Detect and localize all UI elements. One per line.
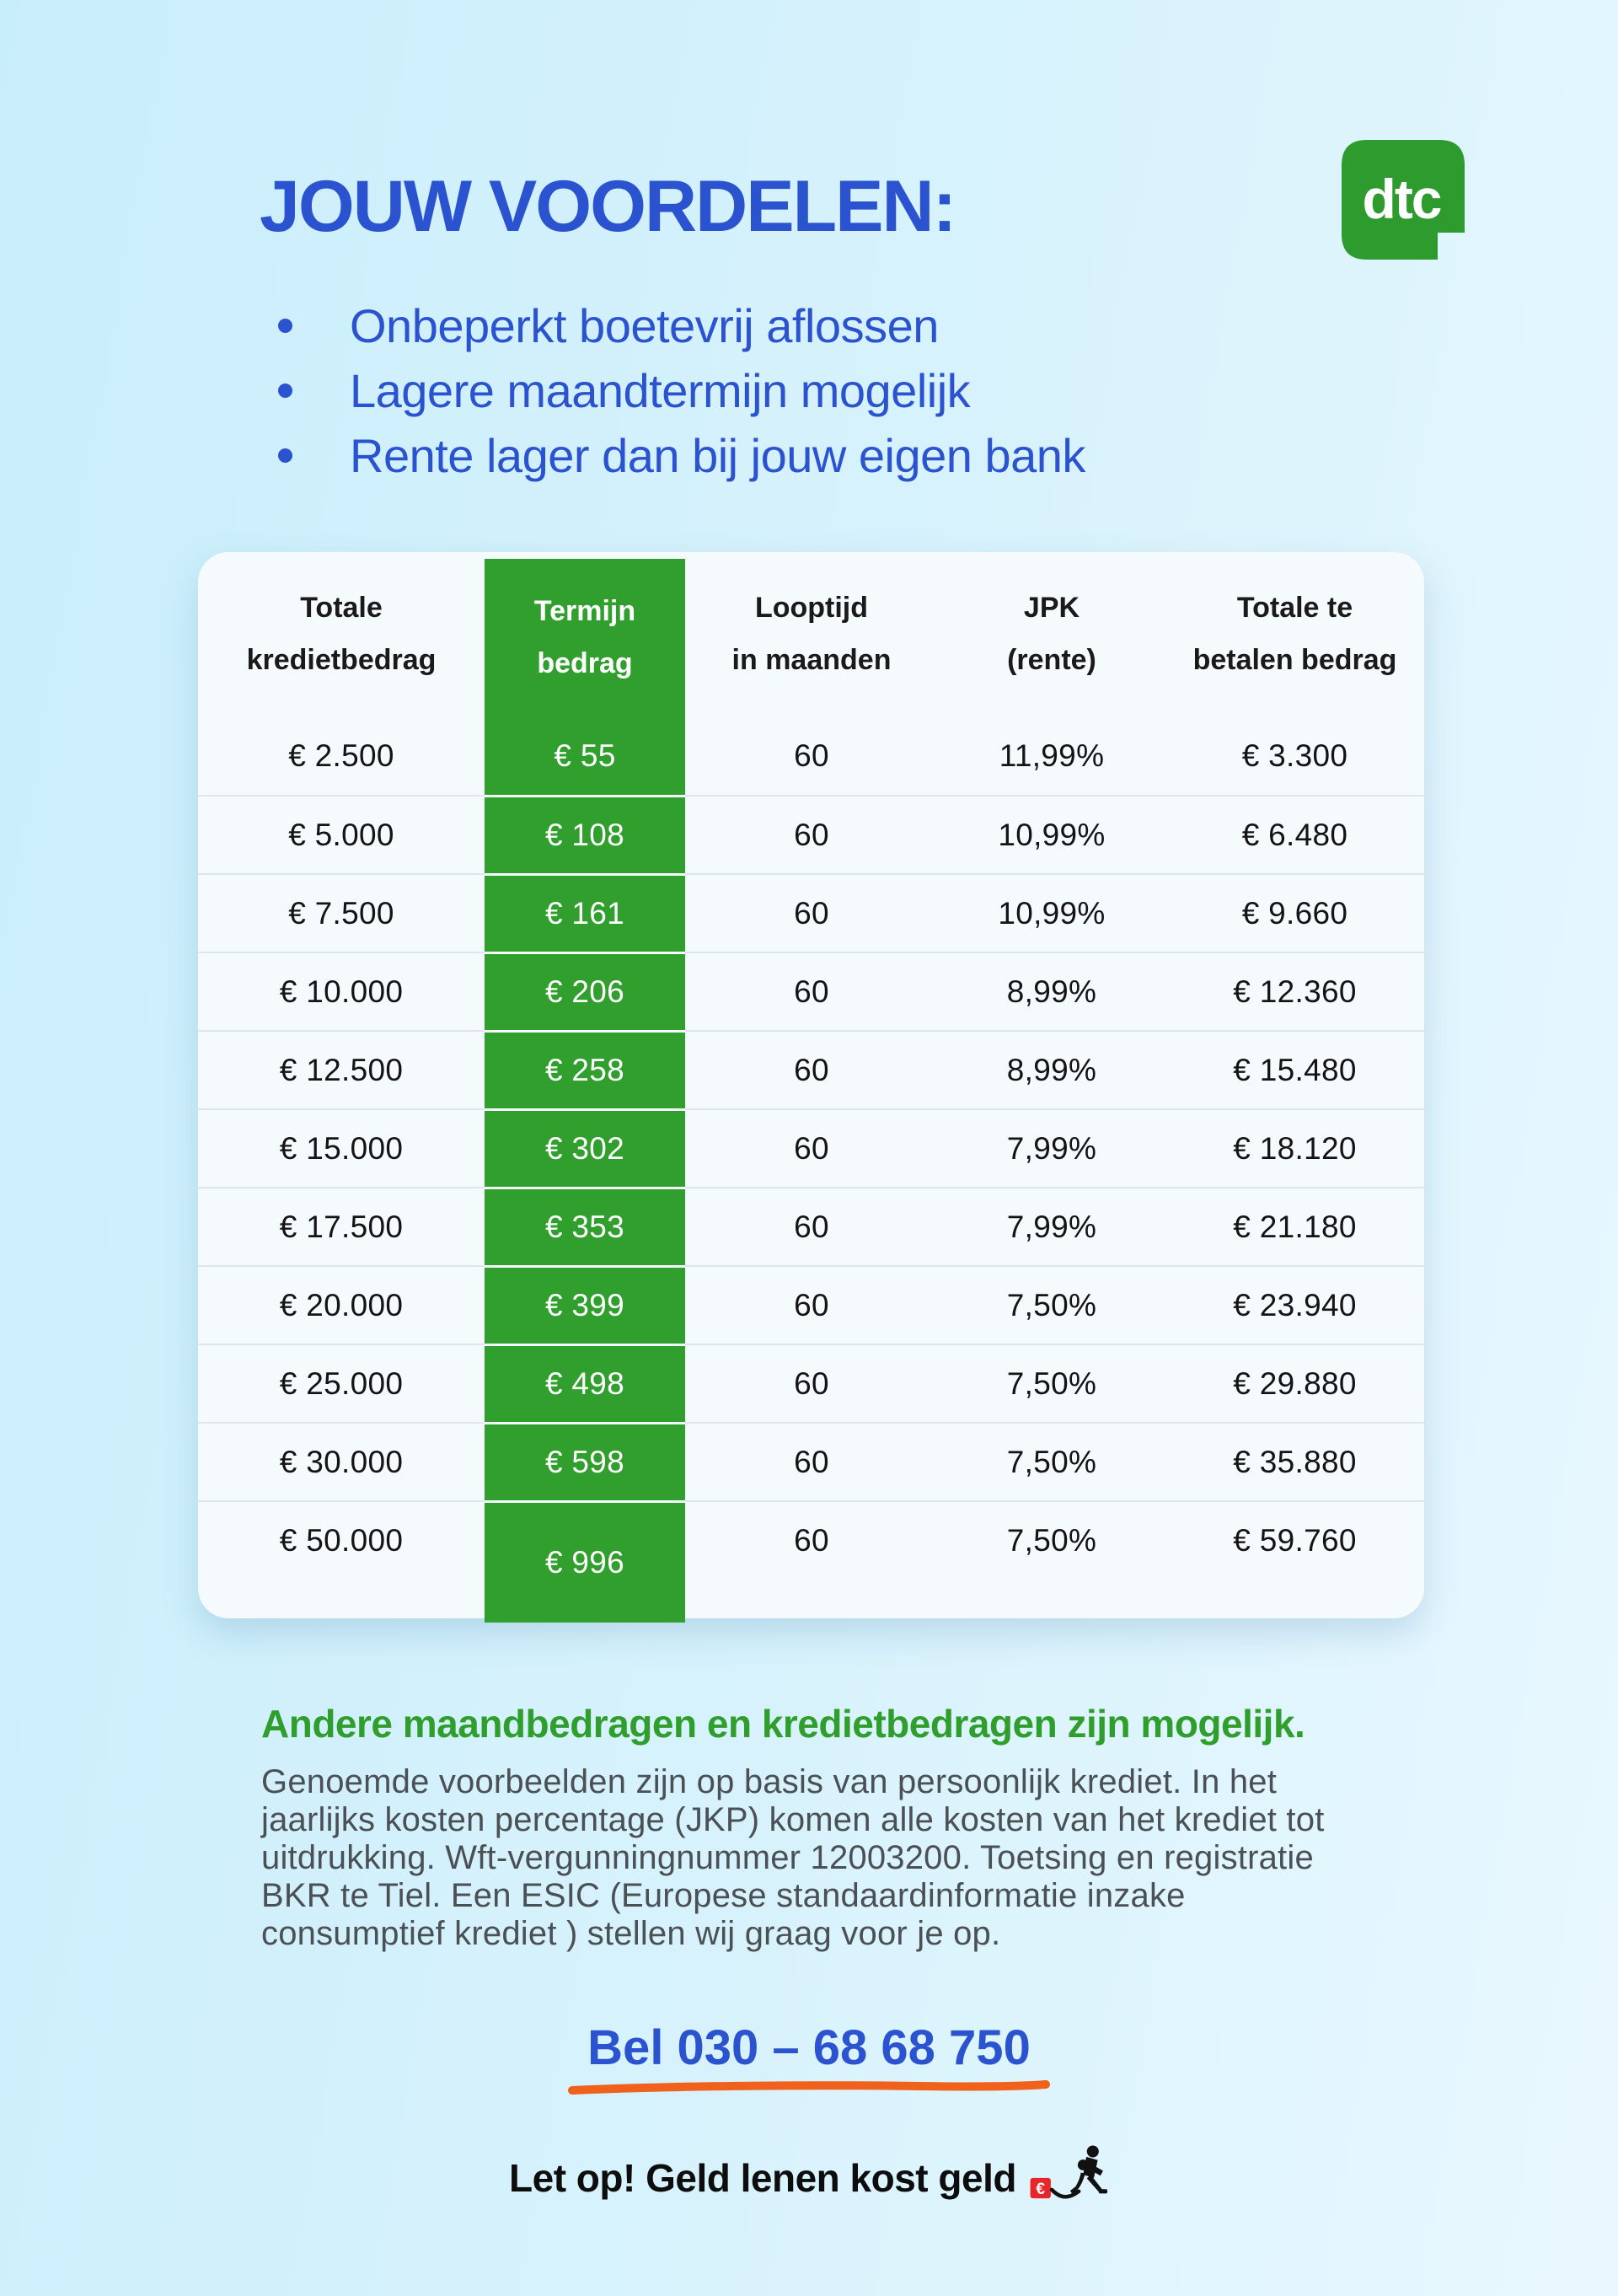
table-cell: € 7.500	[198, 873, 485, 952]
table-cell: 60	[685, 795, 938, 873]
dtc-logo-text: dtc	[1363, 168, 1441, 230]
header-cell: JPK (rente)	[1007, 592, 1096, 676]
table-cell: 10,99%	[938, 795, 1165, 873]
table-cell: € 50.000	[198, 1500, 485, 1579]
table-cell: 8,99%	[938, 952, 1165, 1030]
table-cell: € 18.120	[1165, 1108, 1424, 1187]
table-cell: € 35.880	[1165, 1422, 1424, 1500]
table-cell: € 6.480	[1165, 795, 1424, 873]
table-cell: 8,99%	[938, 1030, 1165, 1108]
table-cell: 7,50%	[938, 1500, 1165, 1579]
table-cell: 60	[685, 873, 938, 952]
rates-table: Totale kredietbedrag Termijn bedrag Loopti…	[198, 552, 1424, 1623]
table-cell: € 12.360	[1165, 952, 1424, 1030]
header-cell: Looptijd in maanden	[731, 592, 892, 676]
table-cell: 7,99%	[938, 1187, 1165, 1265]
page-title: JOUW VOORDELEN:	[260, 166, 956, 247]
table-cell: 60	[794, 738, 829, 773]
table-cell: € 3.300	[1241, 738, 1348, 773]
table-cell: € 353	[485, 1187, 685, 1265]
table-cell: € 15.000	[198, 1108, 485, 1187]
table-cell: 60	[685, 952, 938, 1030]
table-cell: € 12.500	[198, 1030, 485, 1108]
table-cell: € 996	[485, 1500, 685, 1623]
phone-number[interactable]: Bel 030 – 68 68 750	[587, 2020, 1031, 2075]
table-cell: € 258	[485, 1030, 685, 1108]
table-cell: 60	[685, 1108, 938, 1187]
dtc-logo-bubble: dtc	[1342, 140, 1465, 260]
table-cell: 7,50%	[938, 1344, 1165, 1422]
table-cell: € 20.000	[198, 1265, 485, 1344]
table-cell: 60	[685, 1030, 938, 1108]
bullet-dot-icon	[278, 448, 292, 463]
table-cell: € 59.760	[1165, 1500, 1424, 1579]
table-cell: € 399	[485, 1265, 685, 1344]
table-cell: € 161	[485, 873, 685, 952]
table-cell: € 21.180	[1165, 1187, 1424, 1265]
table-cell: € 9.660	[1165, 873, 1424, 952]
table-cell: 60	[685, 1187, 938, 1265]
table-cell: 7,50%	[938, 1422, 1165, 1500]
list-item: Rente lager dan bij jouw eigen bank	[278, 423, 1085, 488]
euro-box-symbol: €	[1036, 2181, 1045, 2198]
table-cell: 10,99%	[938, 873, 1165, 952]
table-cell: € 2.500	[288, 738, 394, 773]
orange-underline	[568, 2080, 1050, 2095]
table-cell: € 206	[485, 952, 685, 1030]
money-drag-icon: €	[1030, 2145, 1108, 2199]
header-cell: Totale kredietbedrag	[246, 592, 437, 676]
table-cell: € 10.000	[198, 952, 485, 1030]
table-cell: € 17.500	[198, 1187, 485, 1265]
other-amounts-heading: Andere maandbedragen en kredietbedragen …	[261, 1702, 1305, 1746]
table-cell: 7,50%	[938, 1265, 1165, 1344]
table-cell: € 29.880	[1165, 1344, 1424, 1422]
euro-box-icon	[1030, 2177, 1051, 2199]
table-cell: 7,99%	[938, 1108, 1165, 1187]
benefit-label: Rente lager dan bij jouw eigen bank	[350, 429, 1085, 482]
walking-figure-icon	[1069, 2145, 1108, 2195]
table-cell: 60	[685, 1422, 938, 1500]
table-cell: € 498	[485, 1344, 685, 1422]
table-cell: 60	[685, 1500, 938, 1579]
benefit-label: Lagere maandtermijn mogelijk	[350, 364, 971, 417]
table-cell: € 23.940	[1165, 1265, 1424, 1344]
table-cell: € 5.000	[198, 795, 485, 873]
table-cell: € 30.000	[198, 1422, 485, 1500]
table-cell: € 598	[485, 1422, 685, 1500]
dtc-logo: dtc	[1342, 140, 1465, 260]
table-cell: € 15.480	[1165, 1030, 1424, 1108]
header-cell: Totale te betalen bedrag	[1192, 592, 1397, 676]
table-cell: € 108	[485, 795, 685, 873]
list-item: Onbeperkt boetevrij aflossen	[278, 293, 1085, 358]
benefit-label: Onbeperkt boetevrij aflossen	[350, 299, 939, 352]
table-cell: € 25.000	[198, 1344, 485, 1422]
warning-text: Let op! Geld lenen kost geld	[509, 2156, 1016, 2200]
table-cell: € 302	[485, 1108, 685, 1187]
loan-warning: Let op! Geld lenen kost geld €	[0, 2145, 1618, 2208]
table-cell: 60	[685, 1265, 938, 1344]
phone-cta: Bel 030 – 68 68 750	[0, 2020, 1618, 2096]
benefits-list: Onbeperkt boetevrij aflossen Lagere maan…	[278, 293, 1085, 488]
table-cell: 60	[685, 1344, 938, 1422]
disclaimer-text: Genoemde voorbeelden zijn op basis van p…	[261, 1763, 1325, 1952]
header-cell: Termijn bedrag	[485, 559, 685, 716]
rates-table-card: Totale kredietbedrag Termijn bedrag Loopti…	[198, 552, 1424, 1623]
bullet-dot-icon	[278, 319, 292, 333]
table-cell: € 55	[485, 716, 685, 795]
list-item: Lagere maandtermijn mogelijk	[278, 358, 1085, 423]
bullet-dot-icon	[278, 384, 292, 398]
table-cell: 11,99%	[999, 738, 1105, 773]
